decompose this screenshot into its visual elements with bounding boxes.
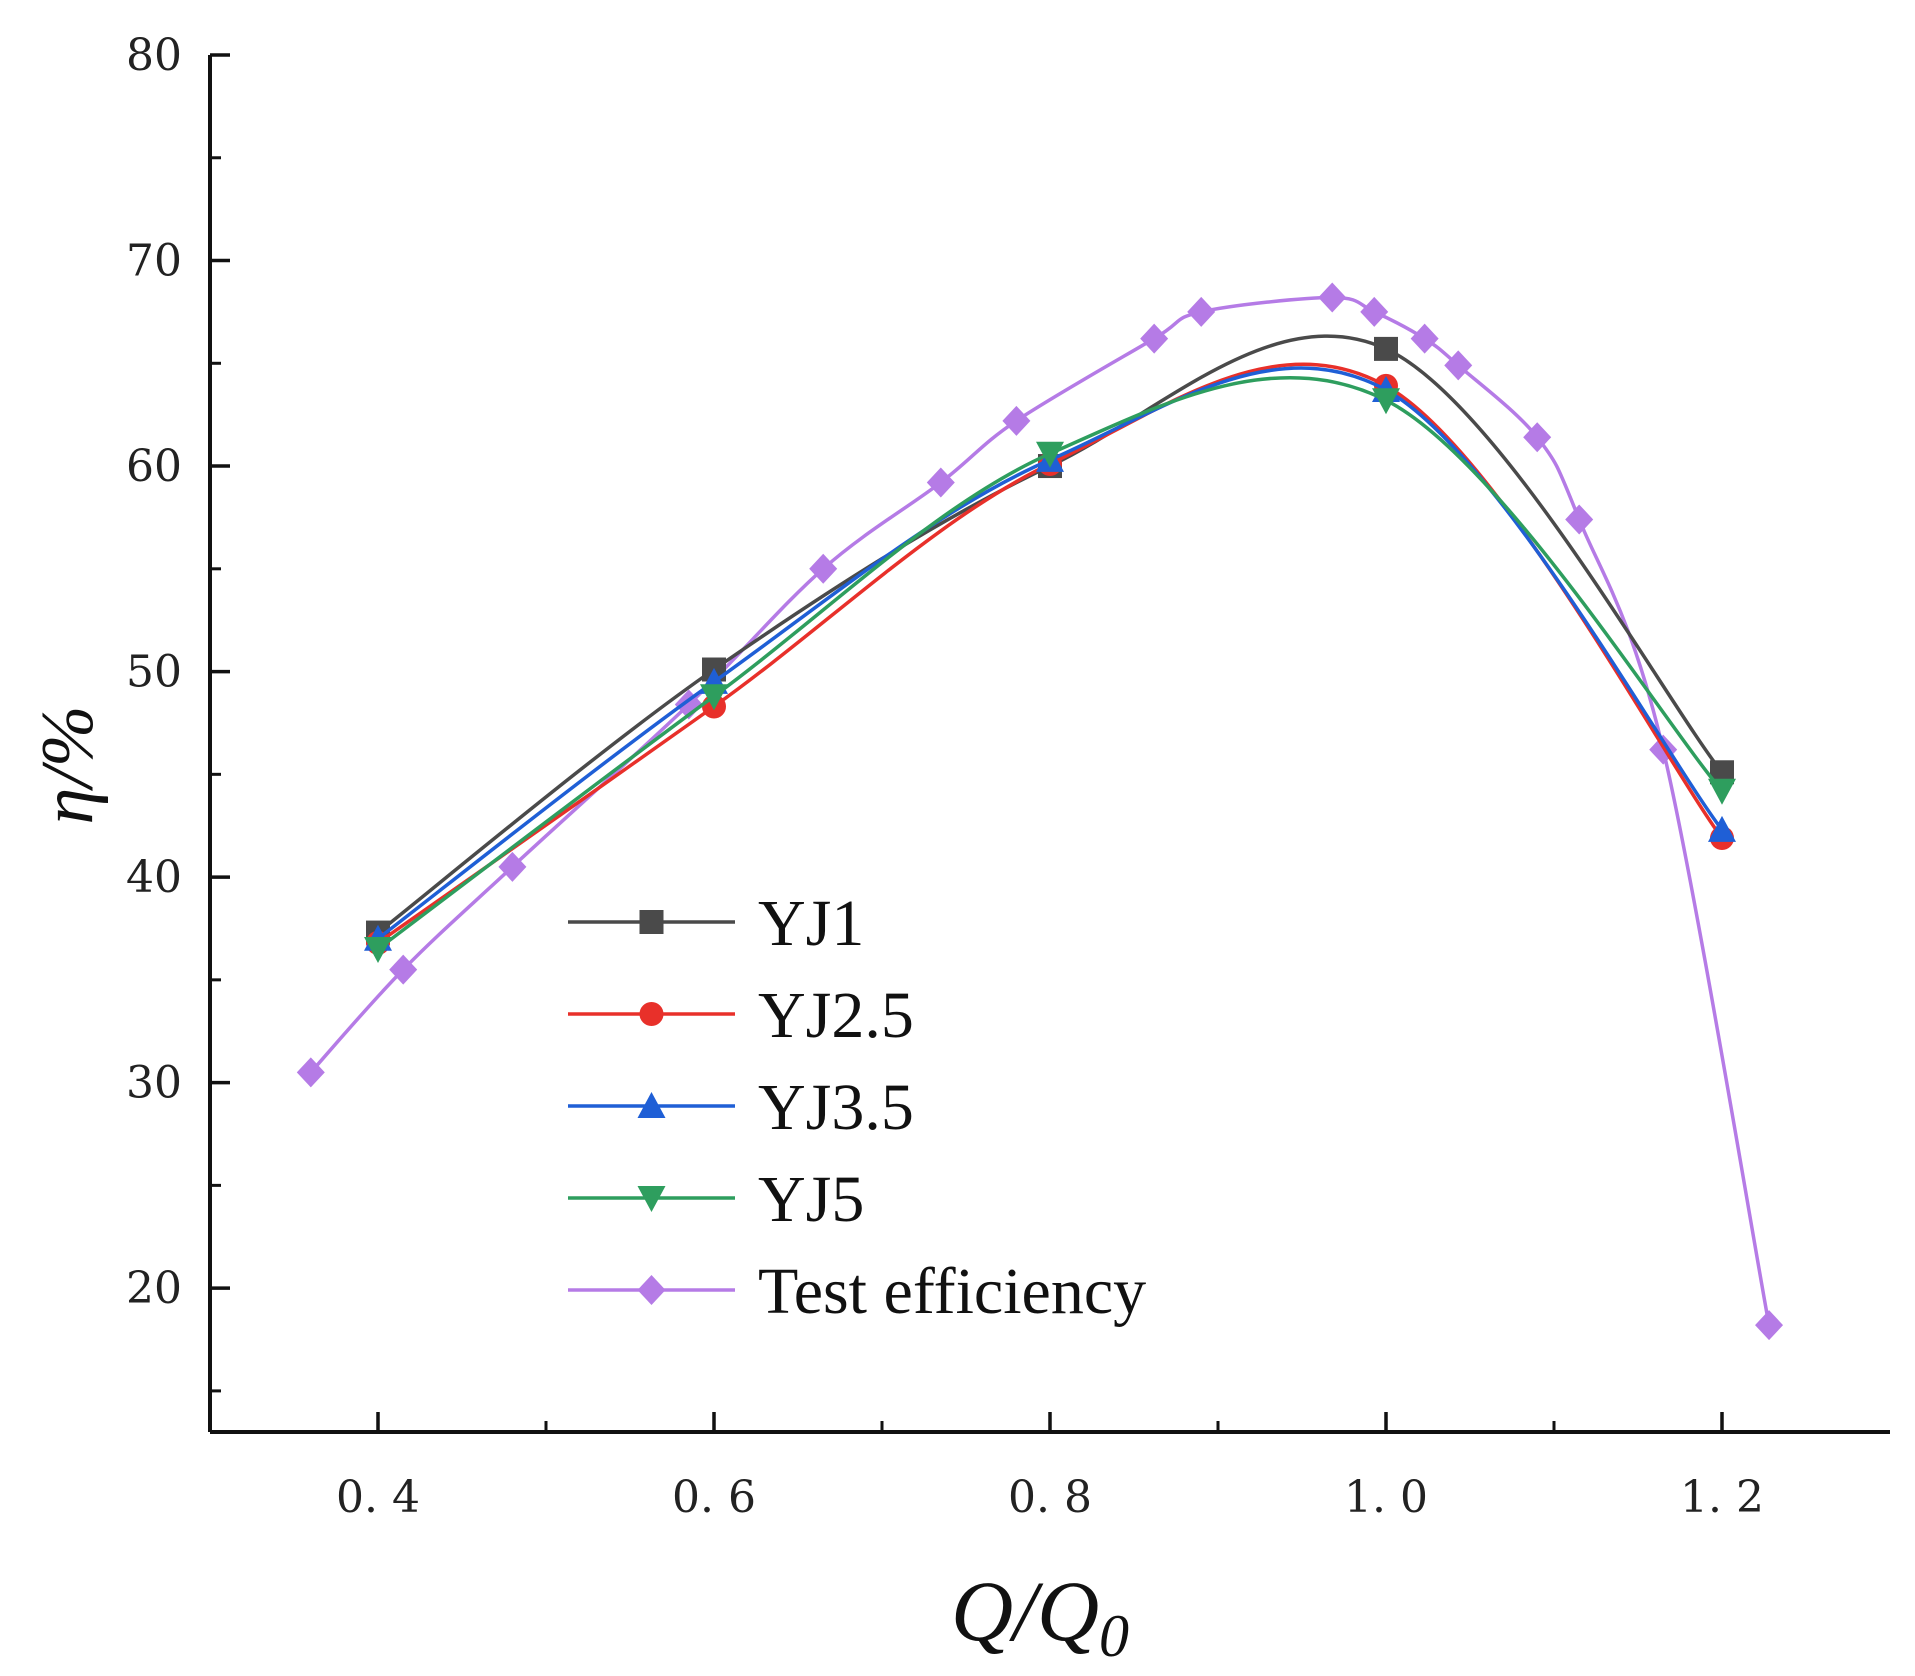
series-yj5: [364, 375, 1736, 964]
y-axis-title: η/%: [27, 706, 109, 825]
data-point: [389, 954, 418, 985]
y-tick-label: 70: [126, 236, 182, 287]
legend-label: YJ3.5: [758, 1071, 914, 1144]
data-point: [1318, 282, 1347, 313]
x-axis-title-main: Q/Q: [951, 1563, 1099, 1659]
data-point: [1372, 388, 1400, 415]
x-axis-title-subscript: 0: [1099, 1603, 1129, 1669]
series-line: [376, 334, 1724, 934]
data-point: [700, 684, 728, 711]
legend: YJ1 YJ2.5 YJ3.5 YJ5 Test efficiency: [568, 887, 1146, 1328]
x-tick-label: 1. 0: [1344, 1472, 1428, 1523]
x-tick-label: 1. 2: [1680, 1472, 1764, 1523]
data-point: [1708, 815, 1736, 842]
legend-item: YJ2.5: [568, 979, 914, 1052]
data-point: [1036, 441, 1064, 468]
legend-marker: [637, 1275, 666, 1305]
data-point: [1410, 323, 1439, 354]
series-layer: [296, 282, 1784, 1341]
legend-marker: [639, 910, 664, 934]
data-point: [1374, 336, 1398, 361]
series-test-efficiency: [296, 282, 1784, 1341]
data-point: [1002, 405, 1031, 436]
legend-item: Test efficiency: [568, 1255, 1146, 1328]
legend-item: YJ5: [568, 1163, 864, 1236]
y-tick-label: 60: [126, 441, 182, 492]
y-tick-label: 50: [126, 647, 182, 698]
y-tick-label: 80: [126, 30, 182, 81]
data-point: [1565, 504, 1594, 535]
legend-marker: [637, 1092, 666, 1118]
data-point: [1444, 350, 1473, 381]
y-tick-label: 30: [126, 1058, 182, 1109]
legend-label: YJ2.5: [758, 979, 914, 1052]
legend-marker: [639, 1002, 664, 1026]
legend-item: YJ1: [568, 887, 864, 960]
data-point: [1140, 323, 1169, 354]
data-point: [1708, 778, 1736, 805]
data-point: [1187, 296, 1216, 327]
x-axis-title: Q/Q0: [951, 1563, 1129, 1669]
legend-marker: [637, 1186, 666, 1212]
y-tick-label: 40: [126, 852, 182, 903]
data-point: [1360, 296, 1389, 327]
data-point: [1523, 422, 1552, 453]
data-point: [1755, 1310, 1784, 1341]
x-tick-label: 0. 6: [672, 1472, 756, 1523]
legend-label: YJ5: [758, 1163, 864, 1236]
data-point: [926, 467, 955, 498]
data-point: [364, 937, 392, 964]
x-tick-label: 0. 4: [336, 1472, 420, 1523]
legend-label: Test efficiency: [758, 1255, 1146, 1328]
legend-label: YJ1: [758, 887, 864, 960]
data-point: [809, 553, 838, 584]
legend-item: YJ3.5: [568, 1071, 914, 1144]
y-tick-label: 20: [126, 1263, 182, 1314]
data-point: [296, 1057, 325, 1088]
data-point: [498, 851, 527, 882]
axes: 20 30 40 50 60 70 80 0. 4 0. 6 0. 8 1. 0 1. 2: [126, 30, 1890, 1523]
x-tick-label: 0. 8: [1008, 1472, 1092, 1523]
